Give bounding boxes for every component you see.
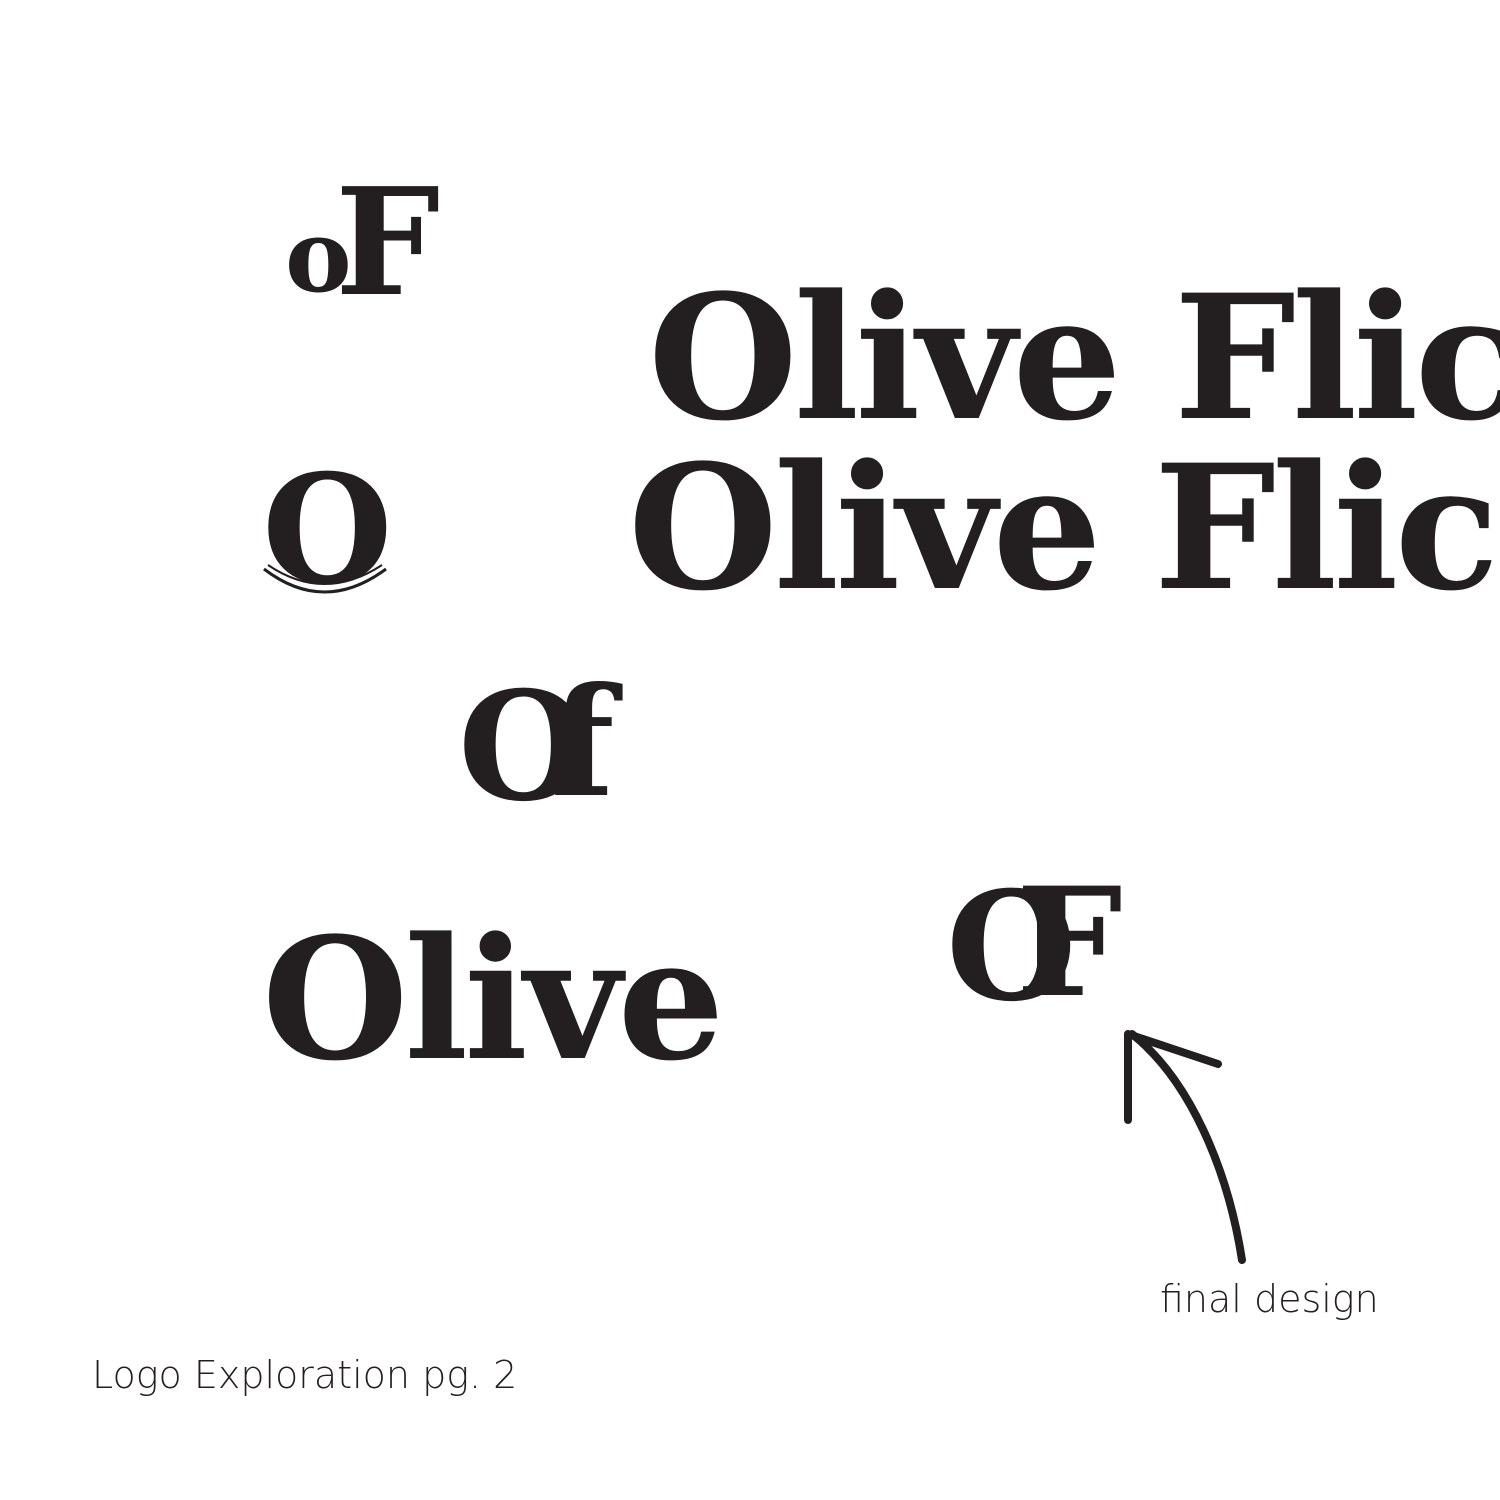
logo-mark-of-lower: O f xyxy=(458,668,628,822)
logo-mark-o-swoosh: O xyxy=(258,455,393,605)
curved-arrow-icon xyxy=(1124,1030,1246,1264)
wordmark-olive-flick-variant-1: Olive Flick xyxy=(648,256,1500,459)
wordmark-olive-flick-variant-2: Olive Flick xyxy=(628,426,1500,629)
logo-mark-of: o F xyxy=(285,168,455,316)
mark-letter-o: O xyxy=(946,859,1077,1035)
swoosh-icon xyxy=(263,564,387,594)
mark-letter-o: O xyxy=(458,659,589,835)
final-design-label: final design xyxy=(1160,1277,1379,1321)
logo-mark-final: O F xyxy=(946,868,1146,1022)
mark-letter-f: F xyxy=(335,155,441,329)
wordmark-olive: Olive xyxy=(262,900,724,1098)
page-caption: Logo Exploration pg. 2 xyxy=(92,1353,518,1397)
mark-letter-o: o xyxy=(285,197,352,315)
mark-letter-f: f xyxy=(550,655,615,831)
mark-letter-f: F xyxy=(1016,855,1123,1031)
